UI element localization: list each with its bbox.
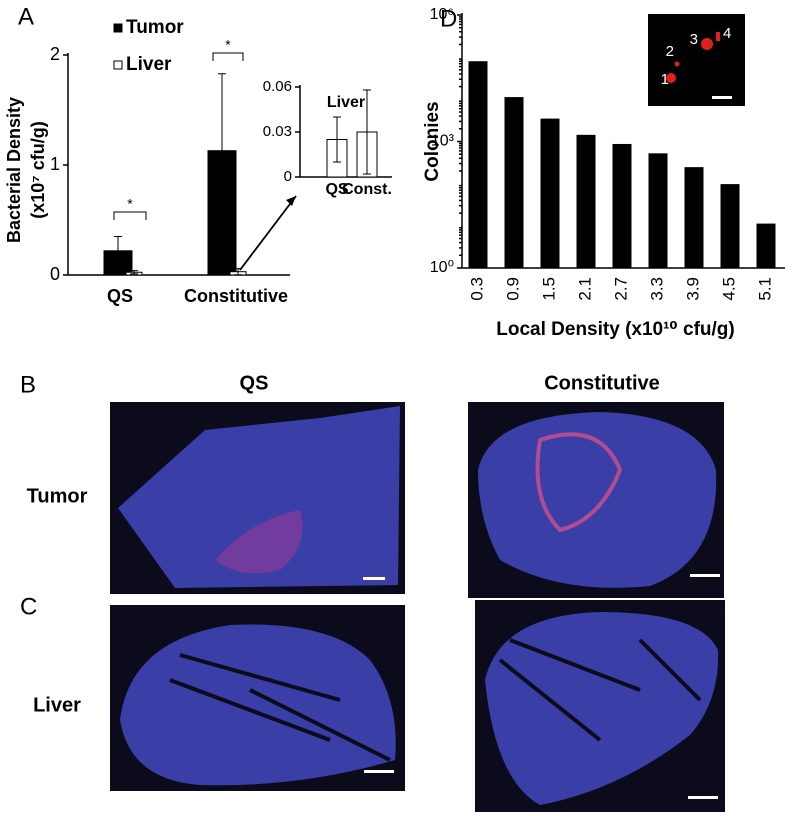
error-bar [234, 268, 242, 276]
inset-label: 4 [723, 25, 731, 42]
legend-label: Liver [126, 54, 172, 75]
error-bar [363, 89, 371, 175]
annotation: * [225, 37, 231, 53]
panel-label: D [440, 5, 457, 32]
row-title: Tumor [27, 485, 88, 507]
x-tick-label: 2.7 [611, 277, 630, 301]
y-axis-label: (x10⁷ cfu/g) [28, 121, 48, 218]
x-axis-label: Local Density (x10¹⁰ cfu/g) [496, 319, 734, 340]
y-tick-label: 10⁰ [430, 259, 454, 276]
y-tick-label: 10⁶ [430, 6, 454, 23]
legend-swatch [113, 23, 123, 33]
error-bar [130, 270, 138, 275]
significance-bracket [212, 52, 244, 61]
bar [468, 61, 488, 269]
arrow [239, 195, 297, 271]
y-tick-label: 10³ [431, 133, 455, 150]
bar [720, 184, 740, 269]
x-tick-label: 3.9 [683, 277, 702, 301]
bar [576, 134, 596, 269]
x-tick-label: Const. [342, 181, 392, 198]
inset-label: 2 [666, 43, 674, 60]
arrow-head [286, 196, 296, 206]
column-title: QS [240, 372, 269, 394]
x-tick-label: 0.9 [503, 277, 522, 301]
x-tick-label: 4.5 [719, 277, 738, 301]
row-title: Liver [33, 694, 81, 716]
error-bar [333, 116, 341, 163]
inset-image [648, 14, 745, 106]
x-tick-label: QS [325, 181, 348, 198]
tumor-images [110, 402, 724, 598]
x-tick-label: QS [107, 286, 133, 306]
error-bar [218, 73, 226, 229]
bar [756, 223, 776, 269]
liver-images [110, 600, 725, 812]
y-tick-label: 0 [50, 264, 60, 284]
y-axis-label: Colonies [422, 101, 443, 181]
x-tick-label: 5.1 [755, 277, 774, 301]
x-tick-label: Constitutive [184, 286, 288, 306]
chart-title: Liver [327, 94, 365, 111]
significance-bracket [113, 211, 147, 220]
bar [540, 118, 560, 269]
panel-label: B [20, 371, 36, 398]
y-axis-label: Bacterial Density [4, 97, 24, 243]
panel-label: A [18, 3, 34, 30]
bar [648, 153, 668, 269]
y-tick-label: 1 [50, 154, 60, 174]
bar [612, 143, 632, 269]
x-tick-label: 3.3 [647, 277, 666, 301]
panel-label: C [20, 593, 37, 620]
error-bar [114, 236, 122, 266]
x-tick-label: 1.5 [539, 277, 558, 301]
inset-label: 3 [690, 31, 698, 48]
annotation: * [127, 196, 133, 212]
y-tick-label: 2 [50, 44, 60, 64]
y-tick-label: 0.03 [263, 123, 292, 140]
inset-label: 1 [661, 71, 669, 88]
bar [684, 167, 704, 269]
y-tick-label: 0.06 [263, 78, 292, 95]
legend-label: Tumor [126, 17, 184, 38]
y-tick-label: 0 [284, 168, 292, 185]
legend-swatch [113, 60, 123, 70]
column-title: Constitutive [544, 372, 660, 394]
bar [504, 97, 524, 269]
x-tick-label: 0.3 [467, 277, 486, 301]
x-tick-label: 2.1 [575, 277, 594, 301]
